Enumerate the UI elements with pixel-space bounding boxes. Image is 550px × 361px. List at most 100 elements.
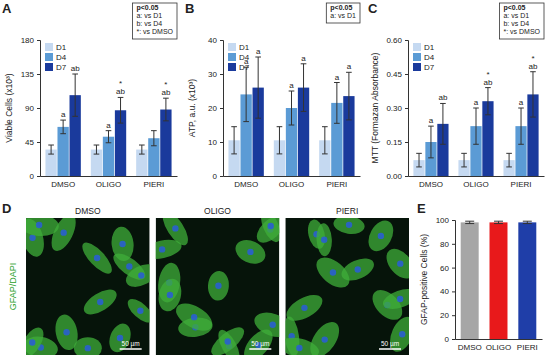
error-bar bbox=[334, 83, 340, 124]
y-axis: 020406080100 bbox=[436, 216, 456, 344]
y-tick: 60 bbox=[440, 264, 455, 273]
cell bbox=[207, 270, 230, 301]
nucleus bbox=[94, 255, 100, 261]
marks bbox=[45, 74, 171, 176]
significance-label: * bbox=[486, 70, 489, 79]
error-bar bbox=[523, 221, 532, 223]
error-bar bbox=[163, 98, 169, 121]
error-bar bbox=[346, 72, 352, 120]
x-tick: OLIGO bbox=[486, 343, 511, 352]
stats-box: p<0.05a: vs D1b: vs D4*: vs DMSO bbox=[132, 3, 177, 39]
legend-swatch bbox=[45, 53, 53, 61]
scale-bar-label: 50 µm bbox=[251, 340, 269, 348]
y-tick-label: 0 bbox=[213, 172, 218, 181]
error-bar bbox=[485, 88, 491, 115]
x-tick-label: PIERI bbox=[517, 343, 538, 352]
significance-label: ab bbox=[529, 62, 538, 71]
error-bar bbox=[243, 67, 249, 121]
error-bar bbox=[139, 145, 145, 154]
y-tick-label: 0.30 bbox=[386, 104, 402, 113]
y-tick-mark bbox=[37, 108, 40, 109]
cell bbox=[304, 317, 345, 355]
legend-swatch bbox=[228, 63, 236, 71]
y-axis-line bbox=[405, 41, 409, 177]
legend-entry: D4 bbox=[413, 53, 435, 62]
error-bar bbox=[118, 97, 124, 123]
y-tick-label: 0.60 bbox=[386, 36, 402, 45]
y-tick-mark bbox=[405, 108, 408, 109]
x-tick-label: OLIGO bbox=[463, 180, 488, 189]
error-bar bbox=[48, 145, 54, 154]
nucleus bbox=[191, 314, 197, 320]
y-axis-line bbox=[37, 41, 41, 177]
bar bbox=[461, 222, 479, 339]
x-tick-label: DMSO bbox=[458, 343, 482, 352]
error-bar bbox=[289, 91, 295, 125]
x-axis-line bbox=[409, 176, 545, 177]
legend: D1D4D7 bbox=[228, 43, 250, 72]
x-axis: DMSOOLIGOPIERI bbox=[409, 177, 545, 189]
cell bbox=[316, 223, 333, 257]
error-bar bbox=[255, 57, 261, 118]
y-tick-mark bbox=[37, 74, 40, 75]
y-tick-label: 20 bbox=[440, 311, 449, 320]
nucleus bbox=[167, 292, 173, 298]
y-tick-label: 180 bbox=[21, 36, 35, 45]
scale-bar-label: 50 µm bbox=[381, 340, 399, 348]
error-bar bbox=[94, 145, 100, 154]
y-tick-mark bbox=[452, 339, 455, 340]
x-tick: DMSO bbox=[234, 180, 258, 189]
stats-box: p<0.05a: vs D1 bbox=[326, 3, 360, 23]
stats-box-text: p<0.05 bbox=[136, 4, 158, 12]
significance-label: a bbox=[256, 47, 261, 56]
error-bar bbox=[322, 127, 328, 154]
x-tick: DMSO bbox=[51, 180, 75, 189]
stats-box: p<0.05a: vs D1b: vs D4*: vs DMSO bbox=[499, 3, 544, 39]
significance-label: a bbox=[61, 110, 66, 119]
error-bar bbox=[72, 74, 78, 116]
marks bbox=[461, 221, 537, 339]
x-tick-label: PIERI bbox=[143, 180, 164, 189]
error-bar bbox=[518, 108, 524, 144]
y-tick-mark bbox=[405, 74, 408, 75]
scale-bar bbox=[379, 348, 401, 350]
error-bar bbox=[277, 127, 283, 154]
y-axis: 010203040 bbox=[208, 36, 223, 181]
cell bbox=[124, 295, 150, 327]
x-tick: OLIGO bbox=[463, 180, 488, 189]
y-tick-mark bbox=[405, 142, 408, 143]
x-tick: PIERI bbox=[326, 180, 347, 189]
y-tick-mark bbox=[220, 40, 223, 41]
micrograph: 50 µm bbox=[285, 218, 409, 355]
legend-swatch bbox=[45, 43, 53, 51]
panel: DGFAP/DAPIDMSO50 µmOLIGO50 µmPIERI50 µm bbox=[2, 201, 420, 361]
x-tick: PIERI bbox=[143, 180, 164, 189]
y-tick-label: 45 bbox=[25, 138, 34, 147]
significance-label: * bbox=[164, 80, 167, 89]
significance-label: ab bbox=[438, 93, 447, 102]
nucleus bbox=[60, 229, 66, 235]
error-bar bbox=[530, 72, 536, 117]
legend-label: D1 bbox=[424, 43, 435, 52]
scale-bar-label: 50 µm bbox=[122, 340, 140, 348]
image-title: OLIGO bbox=[204, 206, 231, 216]
nucleus bbox=[119, 241, 125, 247]
image-title: DMSO bbox=[75, 206, 101, 216]
stats-box-text: a: vs D1 bbox=[136, 12, 162, 19]
x-axis: DMSOOLIGOPIERI bbox=[224, 177, 361, 189]
y-tick: 40 bbox=[440, 287, 455, 296]
legend-label: D7 bbox=[424, 63, 435, 72]
panel: 0.000.150.300.450.60DMSOOLIGOPIERIMTT (F… bbox=[368, 1, 545, 189]
significance-label: a bbox=[289, 81, 294, 90]
bar bbox=[518, 222, 536, 339]
nucleus bbox=[321, 237, 327, 243]
stats-box-text: a: vs D1 bbox=[503, 12, 529, 19]
y-tick: 20 bbox=[440, 311, 455, 320]
plot: 010203040DMSOOLIGOPIERIATP, a.u. (x10³)a… bbox=[187, 36, 360, 189]
y-axis-title: Viable Cells (x10³) bbox=[4, 73, 14, 142]
significance-label: a bbox=[335, 73, 340, 82]
nucleus bbox=[63, 329, 69, 335]
y-axis-line bbox=[452, 221, 456, 340]
x-tick: DMSO bbox=[458, 343, 482, 352]
legend-label: D4 bbox=[424, 53, 435, 62]
